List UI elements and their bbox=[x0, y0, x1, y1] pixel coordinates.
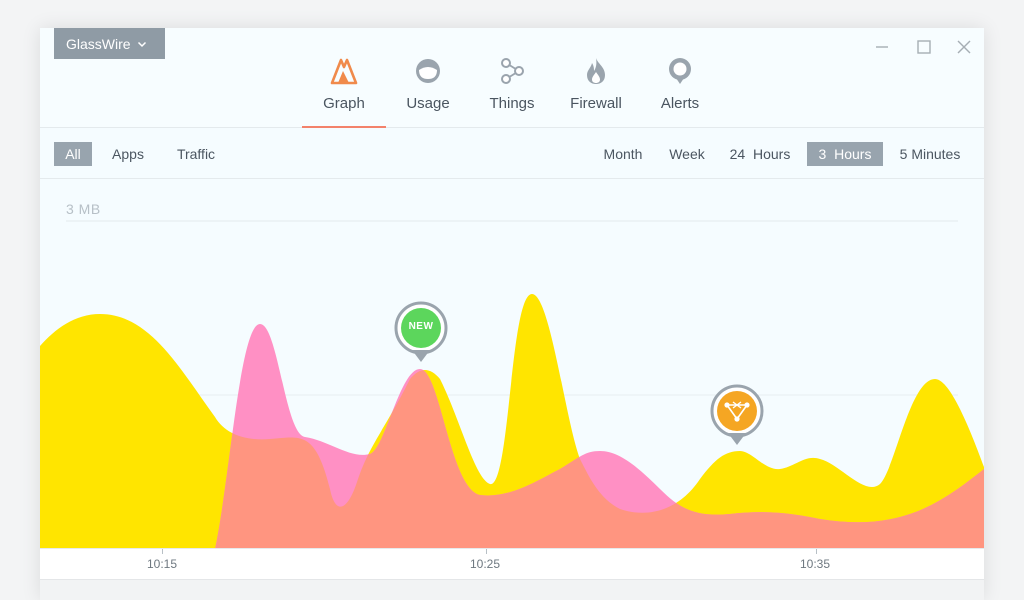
things-icon bbox=[501, 58, 524, 84]
filter-apps[interactable]: Apps bbox=[112, 146, 144, 162]
range-3-hours[interactable]: 3 Hours bbox=[807, 142, 883, 166]
maximize-button[interactable] bbox=[914, 37, 934, 57]
tab-alerts[interactable]: Alerts bbox=[638, 56, 722, 128]
tab-firewall[interactable]: Firewall bbox=[554, 56, 638, 128]
app-name: GlassWire bbox=[66, 35, 131, 52]
chevron-down-icon bbox=[137, 41, 146, 47]
tick-mark bbox=[816, 549, 817, 554]
bottom-panel bbox=[40, 579, 984, 600]
new-app-marker[interactable]: NEW bbox=[394, 301, 448, 365]
close-button[interactable] bbox=[954, 37, 974, 57]
minimize-icon bbox=[876, 46, 888, 48]
network-device-pin-icon bbox=[710, 384, 764, 445]
time-tick-label: 10:15 bbox=[147, 557, 178, 571]
glasswire-window: GlassWire Graph Usage bbox=[40, 28, 984, 600]
tab-graph-label: Graph bbox=[323, 95, 365, 112]
tab-alerts-label: Alerts bbox=[660, 95, 700, 112]
top-bar: GlassWire Graph Usage bbox=[40, 28, 984, 128]
range-5-minutes[interactable]: 5 Minutes bbox=[899, 146, 961, 162]
range-month[interactable]: Month bbox=[603, 146, 643, 162]
tab-usage-label: Usage bbox=[406, 95, 450, 112]
alerts-icon bbox=[669, 58, 691, 84]
time-tick-label: 10:25 bbox=[470, 557, 501, 571]
traffic-graph[interactable]: 3 MB NEW bbox=[40, 179, 984, 549]
filter-all[interactable]: All bbox=[54, 142, 92, 166]
range-week[interactable]: Week bbox=[669, 146, 705, 162]
tab-graph[interactable]: Graph bbox=[302, 56, 386, 128]
filter-traffic[interactable]: Traffic bbox=[176, 146, 216, 162]
network-device-marker[interactable] bbox=[710, 384, 764, 448]
time-axis: 10:15 10:25 10:35 bbox=[40, 548, 984, 579]
tick-mark bbox=[162, 549, 163, 554]
traffic-graph-canvas bbox=[40, 220, 984, 549]
maximize-icon bbox=[917, 40, 931, 54]
close-icon bbox=[957, 40, 971, 54]
tab-things-label: Things bbox=[489, 95, 535, 112]
firewall-icon bbox=[587, 58, 605, 84]
range-24-hours[interactable]: 24 Hours bbox=[729, 146, 791, 162]
filter-bar: All Apps Traffic Month Week 24 Hours 3 H… bbox=[40, 128, 984, 179]
tick-mark bbox=[486, 549, 487, 554]
tab-things[interactable]: Things bbox=[470, 56, 554, 128]
minimize-button[interactable] bbox=[872, 37, 892, 57]
app-menu-button[interactable]: GlassWire bbox=[54, 28, 165, 59]
graph-icon bbox=[330, 58, 358, 85]
usage-icon bbox=[416, 59, 440, 83]
tab-firewall-label: Firewall bbox=[570, 95, 622, 112]
y-axis-label: 3 MB bbox=[66, 201, 101, 217]
tab-usage[interactable]: Usage bbox=[386, 56, 470, 128]
new-app-pin-icon bbox=[394, 301, 448, 362]
time-tick-label: 10:35 bbox=[800, 557, 831, 571]
active-tab-indicator bbox=[302, 126, 386, 128]
new-app-marker-label: NEW bbox=[408, 321, 434, 332]
